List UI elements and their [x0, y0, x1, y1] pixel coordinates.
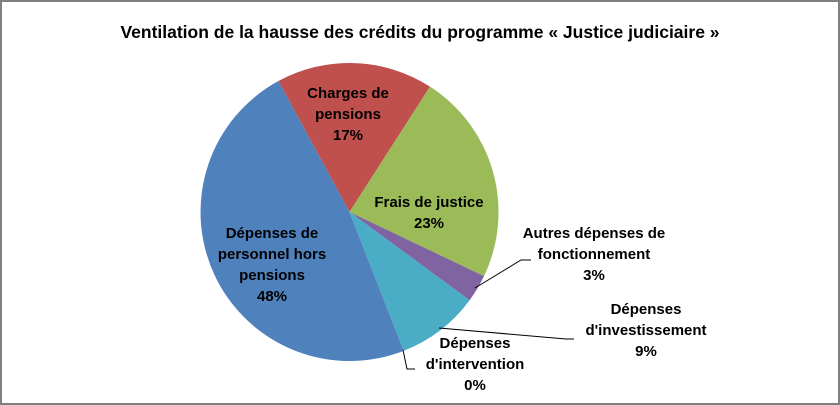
slice-label-charges-de-pensions: Charges de pensions 17% [307, 85, 389, 144]
pie-slice-depenses-de-personnel-hors-pensions [200, 81, 404, 361]
pie-slice-charges-de-pensions [278, 62, 430, 212]
pie-slice-frais-de-justice [349, 86, 499, 277]
slice-label-depenses-d-intervention: Dépenses d'intervention 0% [425, 335, 525, 394]
pie-slice-depenses-d-investissement [349, 212, 470, 351]
leader-line-depenses-d-intervention [402, 349, 415, 370]
slice-label-frais-de-justice: Frais de justice 23% [374, 194, 484, 232]
slice-label-depenses-d-investissement: Dépenses d'investissement 9% [585, 301, 707, 360]
pie-slices-group [200, 62, 499, 361]
leader-line-depenses-d-investissement [438, 327, 574, 340]
chart-title: Ventilation de la hausse des crédits du … [120, 22, 720, 42]
pie-slice-autres-depenses-de-fonctionnement [349, 212, 484, 301]
slice-label-depenses-de-personnel-hors-pensions: Dépenses de personnel hors pensions 48% [217, 225, 327, 305]
leader-line-autres-depenses-de-fonctionnement [474, 259, 531, 289]
slice-label-autres-depenses-de-fonctionnement: Autres dépenses de fonctionnement 3% [522, 225, 666, 284]
